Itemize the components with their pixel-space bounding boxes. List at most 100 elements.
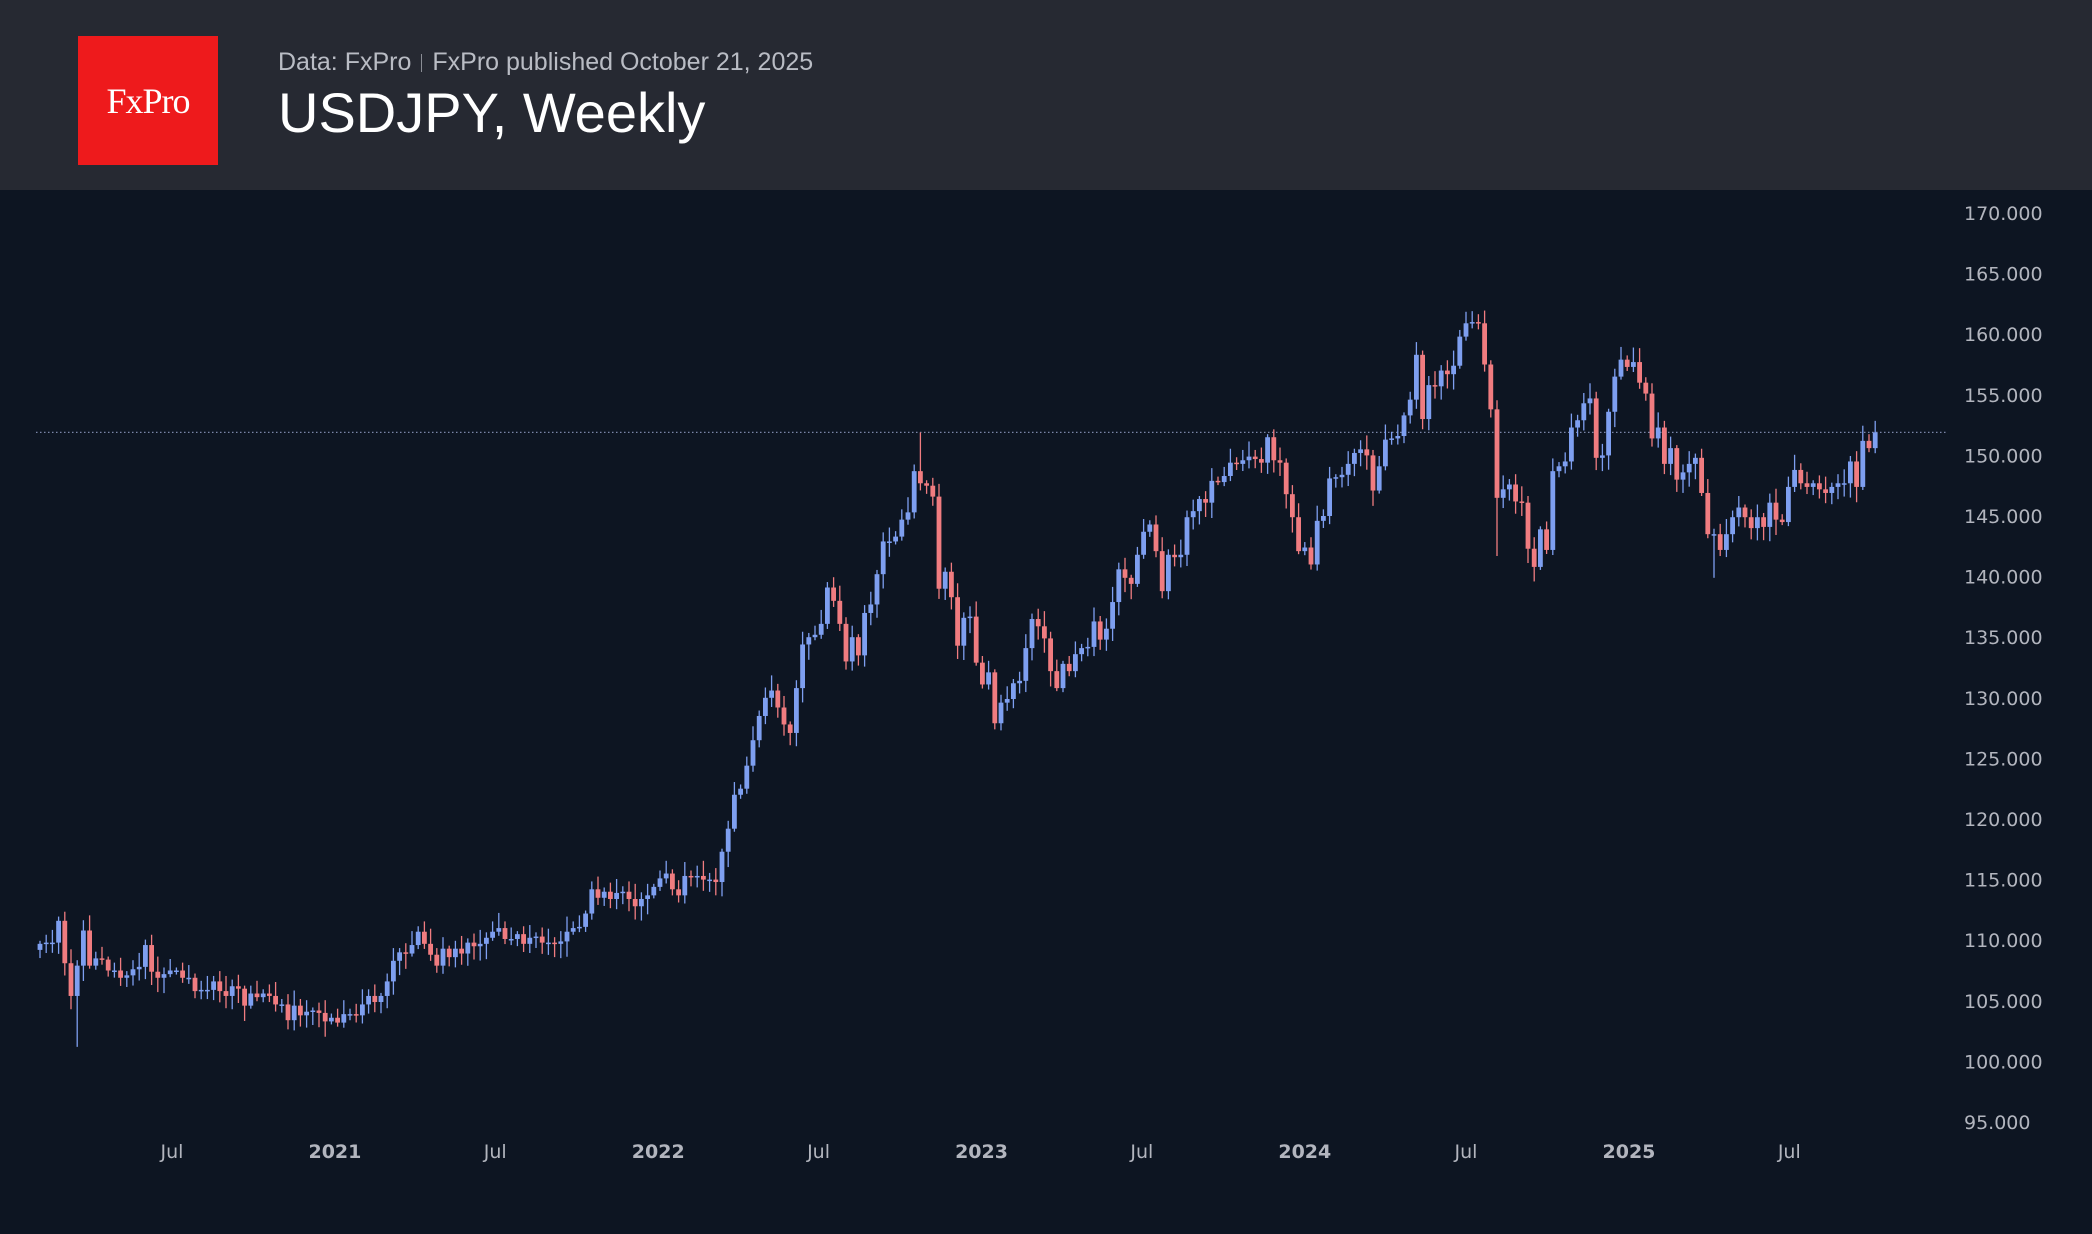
candle xyxy=(1872,420,1878,454)
candle xyxy=(1680,464,1686,493)
candles xyxy=(37,310,1878,1047)
candle-body xyxy=(862,612,867,656)
candle-body xyxy=(248,993,254,1006)
candle xyxy=(136,952,142,981)
candle xyxy=(1841,469,1847,497)
candle-body xyxy=(1786,486,1791,523)
published-date: FxPro published October 21, 2025 xyxy=(432,48,814,76)
candle xyxy=(1252,449,1258,469)
candle xyxy=(1531,537,1537,582)
candle xyxy=(961,612,967,660)
candle-body xyxy=(1246,456,1252,461)
candle-body xyxy=(1649,393,1655,439)
candle xyxy=(440,937,446,974)
candle-body xyxy=(1345,463,1351,475)
candle-body xyxy=(1407,399,1413,416)
candle xyxy=(1246,441,1252,469)
candle xyxy=(688,870,694,887)
candle-body xyxy=(291,1005,297,1021)
candle xyxy=(490,921,495,941)
candle-body xyxy=(1457,336,1463,366)
candle xyxy=(1693,453,1698,480)
candle-body xyxy=(1686,463,1692,473)
candle xyxy=(428,928,433,961)
candle-body xyxy=(1593,398,1599,458)
candle xyxy=(1290,485,1295,533)
candle xyxy=(68,949,74,1010)
candle-body xyxy=(198,989,204,992)
candle-body xyxy=(595,889,601,898)
candle-body xyxy=(167,970,173,975)
candle xyxy=(1097,615,1103,650)
candle-body xyxy=(1376,466,1382,491)
candle-body xyxy=(366,995,371,1005)
candle-body xyxy=(1872,432,1878,449)
candle-body xyxy=(1624,359,1630,367)
candle-body xyxy=(787,724,793,733)
candle-body xyxy=(1159,551,1165,592)
y-tick-label: 130.000 xyxy=(1964,688,2043,710)
candle-body xyxy=(502,928,508,939)
candle-body xyxy=(1761,517,1766,527)
candle-body xyxy=(37,943,43,950)
candle-body xyxy=(905,512,911,520)
chart-title: USDJPY, Weekly xyxy=(278,81,706,144)
candle-body xyxy=(477,943,483,947)
candle xyxy=(1364,435,1370,470)
candle-body xyxy=(459,948,464,954)
candle xyxy=(918,432,923,491)
candle-body xyxy=(1240,460,1246,464)
candle xyxy=(564,916,570,957)
candle-body xyxy=(1438,370,1444,387)
candle xyxy=(781,695,787,736)
candle xyxy=(1792,454,1797,492)
candle xyxy=(744,756,750,794)
candle xyxy=(1587,383,1593,415)
candle xyxy=(1798,463,1804,490)
candle-body xyxy=(570,928,576,932)
candle-body xyxy=(1314,520,1320,565)
candle-body xyxy=(812,634,818,638)
candle xyxy=(732,782,737,832)
candle xyxy=(1556,462,1562,478)
candle-body xyxy=(1209,480,1215,503)
candle-body xyxy=(347,1014,353,1016)
candle-body xyxy=(285,1004,291,1021)
candle xyxy=(515,931,520,947)
candle xyxy=(998,694,1004,731)
candle xyxy=(1153,515,1159,558)
candle-body xyxy=(143,945,148,967)
candle xyxy=(868,591,874,626)
candle-body xyxy=(1569,427,1574,462)
candle-body xyxy=(112,970,117,972)
candle-body xyxy=(732,794,737,829)
candle-body xyxy=(267,993,272,996)
candle xyxy=(1829,482,1835,505)
candle-body xyxy=(93,958,99,966)
candle-body xyxy=(1389,438,1394,440)
candle-body xyxy=(1234,462,1239,465)
candle-body xyxy=(899,519,905,537)
chart-header: FxPro Data: FxPro FxPro published October… xyxy=(0,0,2092,190)
candle xyxy=(1823,476,1828,504)
candle xyxy=(254,980,260,1002)
candle-body xyxy=(942,571,948,589)
candle xyxy=(1550,458,1556,556)
candle xyxy=(291,990,297,1031)
candle xyxy=(1705,479,1711,539)
candle-body xyxy=(1085,646,1091,649)
candle xyxy=(372,984,378,1013)
candle xyxy=(1581,392,1587,431)
candle xyxy=(707,872,712,892)
candle-body xyxy=(694,875,700,878)
candle xyxy=(1717,523,1723,557)
candle-body xyxy=(1153,524,1159,552)
candle-body xyxy=(719,851,725,883)
candle-body xyxy=(1531,548,1537,567)
candle xyxy=(1104,618,1109,651)
candle xyxy=(1352,448,1357,477)
candle xyxy=(986,660,991,690)
candle-body xyxy=(515,934,520,939)
candle xyxy=(397,948,402,976)
y-tick-label: 145.000 xyxy=(1964,506,2043,528)
